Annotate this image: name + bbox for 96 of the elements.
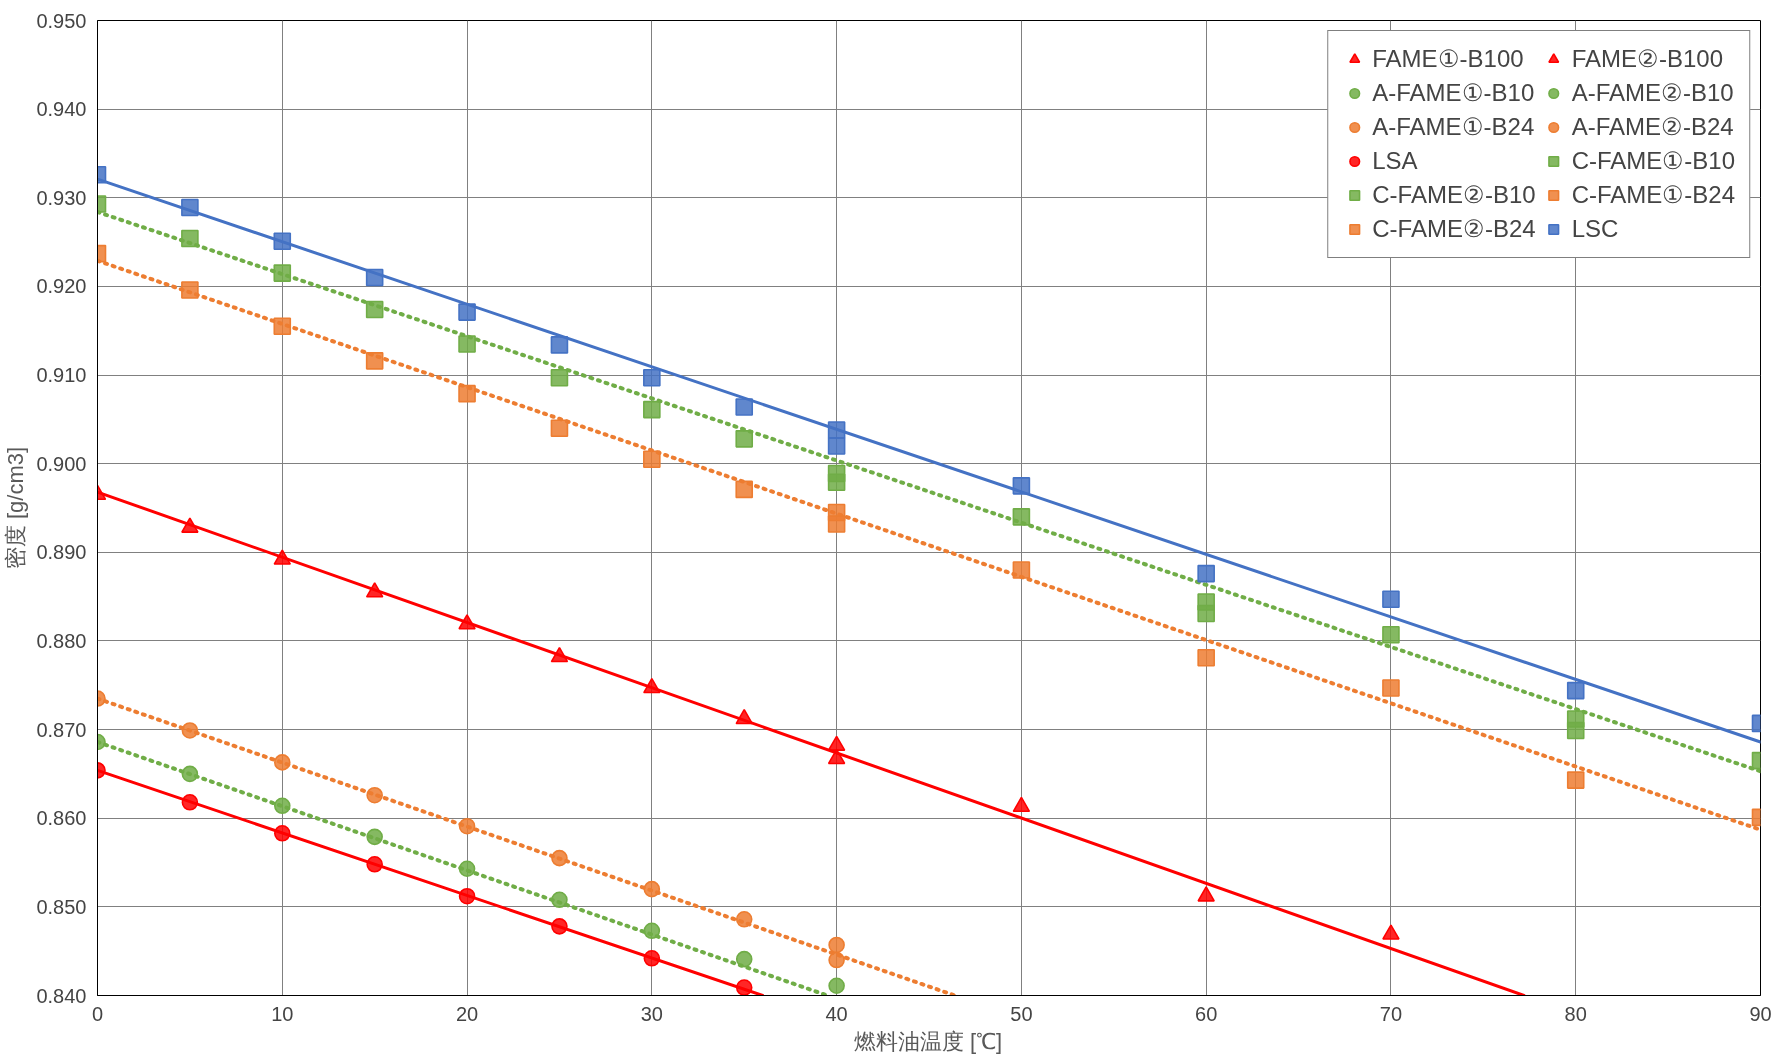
- point: [365, 300, 384, 319]
- y-tick-label: 0.880: [36, 629, 87, 652]
- point: [643, 450, 661, 469]
- point: [735, 480, 754, 499]
- point: [550, 368, 569, 387]
- point: [828, 977, 845, 995]
- legend-label: LSC: [1571, 215, 1619, 243]
- point: [1382, 679, 1400, 697]
- y-tick-label: 0.860: [36, 807, 87, 830]
- point: [827, 473, 846, 492]
- legend-label: C-FAME①-B10: [1571, 147, 1735, 175]
- legend-label: A-FAME②-B24: [1571, 113, 1734, 141]
- legend-label: C-FAME②-B10: [1372, 181, 1536, 209]
- point: [828, 936, 845, 954]
- x-tick-label: 80: [1564, 1002, 1587, 1025]
- point: [366, 828, 383, 846]
- point: [551, 918, 568, 935]
- point: [181, 281, 199, 299]
- point: [1382, 590, 1400, 609]
- point: [643, 949, 661, 967]
- y-tick-label: 0.930: [36, 186, 87, 209]
- x-tick-label: 30: [640, 1002, 663, 1025]
- legend-label: A-FAME①-B24: [1372, 113, 1535, 141]
- point: [643, 922, 661, 940]
- legend-label: LSA: [1372, 147, 1418, 175]
- point: [458, 335, 476, 353]
- legend-label: FAME②-B100: [1571, 45, 1724, 73]
- point: [1382, 625, 1400, 644]
- y-tick-label: 0.890: [36, 541, 87, 564]
- point: [458, 817, 476, 835]
- point: [366, 786, 383, 804]
- legend-label: A-FAME①-B10: [1372, 79, 1535, 107]
- y-tick-label: 0.850: [36, 895, 87, 918]
- point: [181, 765, 199, 783]
- x-tick-label: 20: [455, 1002, 479, 1025]
- point: [735, 979, 753, 996]
- point: [1197, 564, 1215, 583]
- legend-label: A-FAME②-B10: [1571, 79, 1734, 107]
- point: [735, 910, 753, 928]
- point: [551, 849, 568, 867]
- x-tick-label: 70: [1379, 1002, 1403, 1025]
- x-tick-label: 60: [1195, 1002, 1218, 1025]
- legend-label: FAME①-B100: [1372, 45, 1524, 73]
- point: [643, 368, 661, 387]
- point: [1012, 561, 1031, 579]
- point: [273, 264, 292, 282]
- point: [181, 229, 199, 248]
- y-tick-label: 0.920: [36, 275, 87, 298]
- point: [1566, 681, 1585, 700]
- x-axis-title: 燃料油温度 [℃]: [853, 1028, 1003, 1054]
- point: [273, 754, 291, 771]
- point: [273, 232, 292, 250]
- point: [551, 891, 568, 909]
- point: [458, 887, 476, 905]
- point: [735, 430, 754, 448]
- point: [828, 951, 845, 969]
- point: [1566, 771, 1585, 789]
- point: [735, 398, 754, 416]
- x-tick-label: 40: [825, 1002, 848, 1025]
- y-tick-label: 0.870: [36, 718, 87, 741]
- point: [458, 384, 476, 403]
- point: [550, 336, 569, 354]
- point: [735, 950, 753, 968]
- point: [366, 856, 383, 873]
- point: [1566, 721, 1585, 740]
- point: [1012, 477, 1031, 495]
- legend-label: C-FAME②-B24: [1372, 215, 1536, 243]
- x-tick-label: 10: [271, 1002, 294, 1025]
- point: [1197, 604, 1215, 623]
- point: [1197, 649, 1215, 667]
- point: [273, 317, 292, 336]
- x-tick-label: 50: [1010, 1002, 1033, 1025]
- point: [273, 797, 291, 815]
- x-tick-label: 0: [91, 1002, 104, 1025]
- point: [365, 352, 384, 370]
- point: [827, 437, 846, 455]
- y-tick-label: 0.840: [36, 984, 87, 1007]
- point: [273, 825, 291, 842]
- y-tick-label: 0.950: [36, 9, 87, 32]
- point: [643, 400, 661, 419]
- point: [643, 880, 661, 898]
- point: [458, 303, 476, 321]
- point: [550, 419, 569, 438]
- point: [181, 793, 199, 811]
- y-tick-label: 0.940: [36, 98, 87, 121]
- legend-label: C-FAME①-B24: [1571, 181, 1735, 209]
- y-tick-label: 0.910: [36, 364, 87, 387]
- point: [827, 515, 846, 533]
- x-tick-label: 90: [1749, 1002, 1772, 1025]
- y-tick-label: 0.900: [36, 452, 87, 475]
- point: [458, 860, 476, 878]
- point: [181, 722, 199, 739]
- point: [181, 198, 199, 217]
- point: [365, 268, 384, 287]
- y-axis-title: 密度 [g/cm3]: [3, 446, 29, 570]
- point: [1012, 508, 1031, 526]
